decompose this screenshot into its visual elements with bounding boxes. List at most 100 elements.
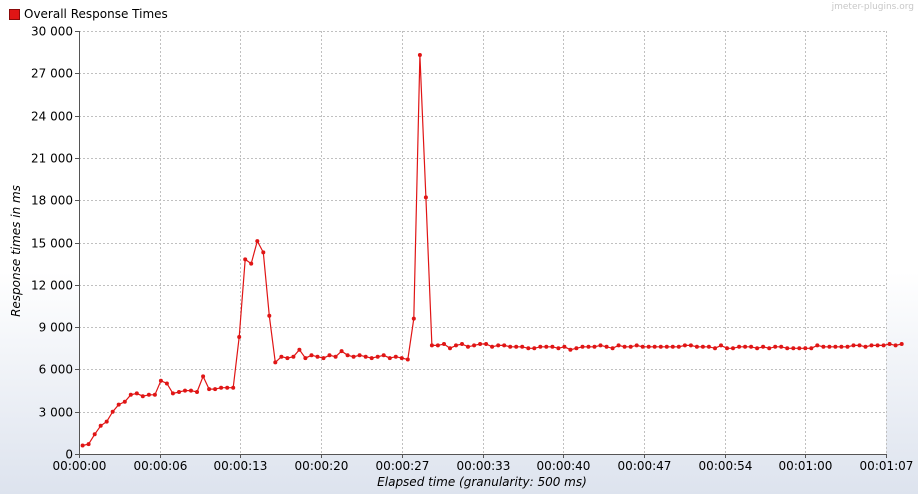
data-point [460,342,464,346]
data-point [297,347,302,352]
x-tick-label: 00:00:54 [699,459,753,473]
data-point [544,344,549,349]
data-point [532,346,537,351]
data-point [562,344,567,349]
data-point [622,344,627,349]
data-point [454,343,458,348]
data-point [899,342,904,346]
y-tick-label: 3 000 [39,406,73,420]
data-point [249,261,254,266]
data-point [195,390,199,394]
data-point [110,409,115,414]
data-point [393,354,398,359]
data-point [309,353,314,358]
data-point [177,390,181,394]
data-point [869,343,874,348]
data-point [255,239,260,244]
x-axis-ticks: 00:00:00 00:00:06 00:00:13 00:00:20 00:00:27… [53,454,914,473]
data-point [291,354,296,359]
data-point [285,356,290,361]
data-point [586,344,591,349]
data-point [779,344,784,349]
data-point [725,346,729,351]
data-point [568,347,573,352]
data-point [466,344,470,349]
legend-label: Overall Response Times [24,7,168,21]
data-point [839,344,844,349]
data-point [682,343,687,348]
data-point [122,399,127,404]
data-point [719,343,723,348]
data-point [442,342,446,346]
y-tick-label: 18 000 [31,194,73,208]
data-point [345,353,350,358]
data-point [520,344,525,349]
data-point [767,346,772,351]
data-point [231,385,236,390]
data-point [183,388,187,393]
data-point [411,316,416,321]
x-tick-label: 00:00:40 [537,459,591,473]
data-point [646,344,651,349]
data-point [399,356,404,361]
data-point [152,392,157,397]
x-tick-label: 00:00:06 [134,459,188,473]
data-point [893,343,898,348]
data-point [86,442,91,447]
data-point [713,346,717,351]
x-axis-title: Elapsed time (granularity: 500 ms) [377,475,587,489]
data-point [538,344,543,349]
data-point [773,344,778,349]
y-tick-label: 24 000 [31,110,73,124]
y-tick-label: 12 000 [31,279,73,293]
data-point [201,374,206,379]
data-point [700,344,705,349]
plot-area [79,31,886,454]
x-tick-label: 00:01:00 [779,459,833,473]
data-point [634,343,639,348]
data-point [351,354,356,359]
y-tick-label: 6 000 [39,363,73,377]
y-axis-ticks: 0 3 000 6 000 9 000 12 000 15 000 18 000 21 000… [31,25,79,462]
y-axis-title: Response times in ms [9,185,23,317]
data-point [761,344,766,349]
data-point [189,388,193,393]
data-point [496,343,501,348]
data-point [170,391,175,396]
data-point [80,443,85,448]
data-point [574,346,579,351]
x-tick-label: 00:00:00 [53,459,107,473]
data-point [484,342,489,346]
data-point [303,356,308,361]
x-tick-label: 00:00:33 [457,459,511,473]
data-point [417,53,422,57]
data-point [875,343,880,348]
data-point [502,343,507,348]
axes [79,31,886,455]
data-point [833,344,838,349]
data-point [815,343,820,348]
data-point [664,344,669,349]
x-tick-label: 00:01:07 [860,459,914,473]
data-point [592,344,597,349]
data-point [706,344,711,349]
data-point [273,360,278,365]
data-point [237,335,242,339]
data-point [755,346,760,351]
data-point [640,344,645,349]
data-point [598,343,603,348]
data-point [375,354,380,359]
data-point [514,344,519,349]
data-point [219,385,224,390]
data-point [887,342,892,346]
data-point [279,354,284,359]
data-point [207,387,212,392]
data-point [670,344,675,349]
data-point [881,343,886,348]
x-tick-label: 00:00:20 [295,459,349,473]
data-point [140,394,145,399]
data-point [333,354,338,359]
data-point [472,343,477,348]
data-point [490,344,495,349]
data-point [98,423,103,428]
